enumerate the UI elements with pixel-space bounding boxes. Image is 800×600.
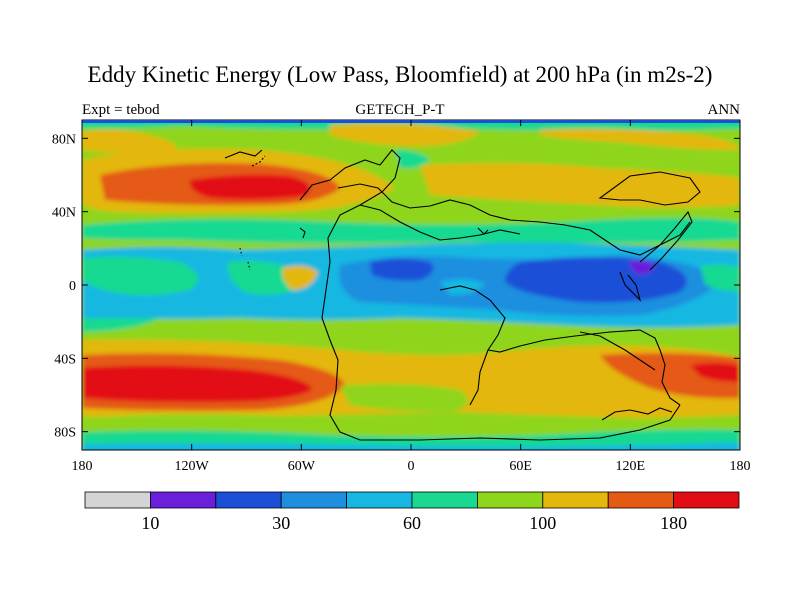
y-tick-label: 0 bbox=[69, 279, 76, 294]
y-tick-label: 80S bbox=[54, 426, 76, 441]
colorbar-label: 100 bbox=[529, 513, 556, 533]
season-label: ANN bbox=[707, 102, 741, 118]
coastlines bbox=[224, 149, 701, 441]
y-tick-label: 40N bbox=[52, 206, 76, 221]
x-tick-label: 60W bbox=[288, 459, 316, 474]
colorbar-swatch bbox=[607, 491, 675, 509]
colorbar-label: 10 bbox=[141, 513, 159, 533]
x-tick-label: 0 bbox=[408, 459, 415, 474]
experiment-label: Expt = tebod bbox=[82, 102, 160, 118]
plot-title: Eddy Kinetic Energy (Low Pass, Bloomfiel… bbox=[87, 62, 713, 87]
model-label: GETECH_P-T bbox=[355, 102, 445, 118]
x-tick-label: 180 bbox=[72, 459, 93, 474]
x-tick-label: 180 bbox=[730, 459, 751, 474]
colorbar-swatch bbox=[346, 491, 413, 509]
colorbar-swatch bbox=[149, 491, 217, 509]
colorbar-swatch bbox=[542, 491, 609, 509]
x-tick-label: 120E bbox=[616, 459, 646, 474]
colorbar-swatch bbox=[411, 491, 478, 509]
contour-field bbox=[82, 120, 740, 450]
colorbar-label: 180 bbox=[660, 513, 687, 533]
colorbar-swatch bbox=[84, 491, 151, 509]
y-tick-label: 40S bbox=[54, 352, 76, 367]
colorbar: 10 30 60 100 180 bbox=[84, 491, 740, 533]
colorbar-swatch bbox=[673, 491, 740, 509]
colorbar-label: 30 bbox=[272, 513, 290, 533]
colorbar-swatch bbox=[476, 491, 544, 509]
colorbar-swatch bbox=[215, 491, 282, 509]
y-tick-label: 80N bbox=[52, 132, 76, 147]
map-axes: 180 120W 60W 0 60E 120E 180 80N 40N 0 40S 80S bbox=[52, 120, 751, 474]
colorbar-swatch bbox=[280, 491, 348, 509]
x-tick-label: 60E bbox=[509, 459, 532, 474]
colorbar-label: 60 bbox=[403, 513, 421, 533]
x-tick-label: 120W bbox=[175, 459, 210, 474]
